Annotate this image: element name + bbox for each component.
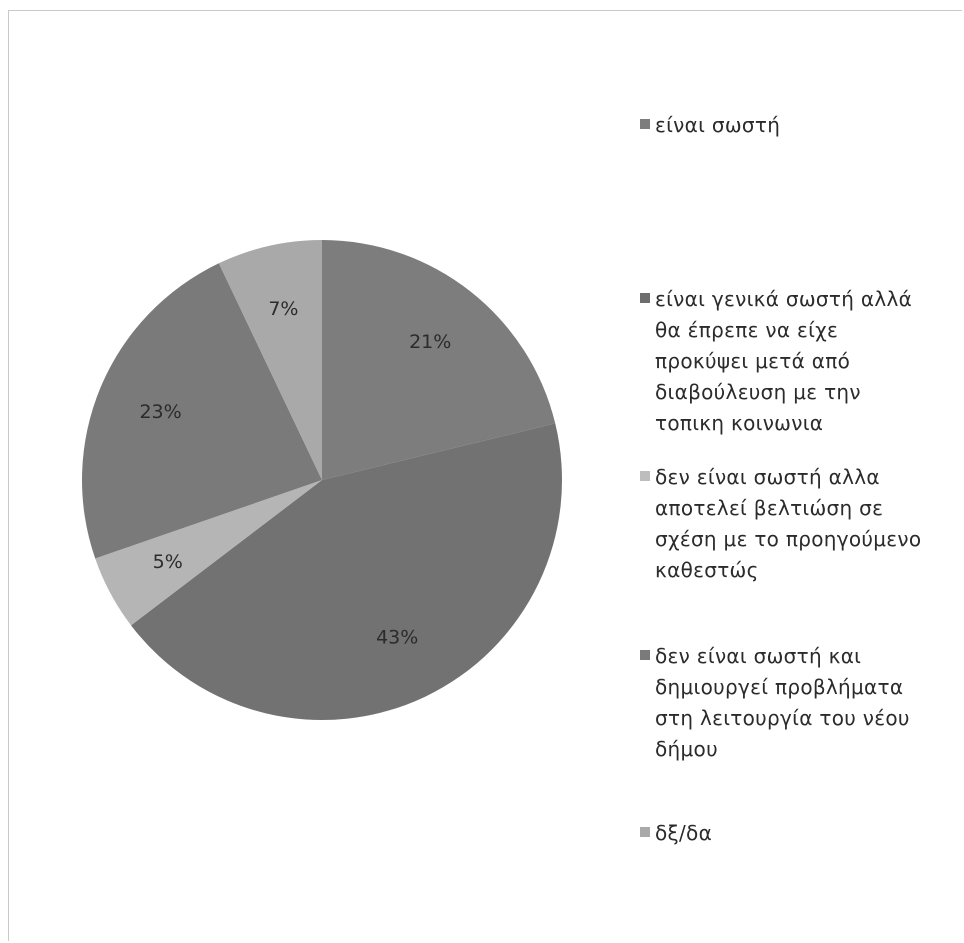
pie-slices	[81, 240, 562, 720]
legend-swatch-3	[640, 650, 650, 660]
pie-slice-labels: 21% 43% 5% 23% 7%	[139, 298, 451, 649]
legend-label-1: είναι γενικά σωστή αλλά θα έπρεπε να είχ…	[655, 287, 913, 435]
legend-label-4: δξ/δα	[655, 821, 713, 845]
pie-slice-label-4: 7%	[268, 298, 298, 320]
legend-swatch-4	[640, 827, 650, 837]
legend-item-4: δξ/δα	[640, 818, 960, 849]
legend-item-3: δεν είναι σωστή και δημιουργεί προβλήματ…	[640, 641, 960, 765]
legend-label-2: δεν είναι σωστή αλλα αποτελεί βελτιώση σ…	[655, 465, 922, 582]
legend-label-3: δεν είναι σωστή και δημιουργεί προβλήματ…	[655, 644, 910, 761]
legend-swatch-1	[640, 293, 650, 303]
pie-slice-0	[322, 240, 556, 480]
legend-item-0: είναι σωστή	[640, 110, 960, 141]
pie-slice-3	[81, 263, 322, 559]
pie-slice-label-0: 21%	[409, 331, 451, 353]
pie-slice-4	[218, 240, 322, 480]
chart-legend: είναι σωστή είναι γενικά σωστή αλλά θα έ…	[640, 0, 960, 943]
legend-label-0: είναι σωστή	[655, 113, 781, 137]
pie-slice-label-2: 5%	[153, 551, 183, 573]
legend-swatch-0	[640, 119, 650, 129]
legend-swatch-2	[640, 471, 650, 481]
legend-item-1: είναι γενικά σωστή αλλά θα έπρεπε να είχ…	[640, 284, 960, 439]
pie-slice-1	[131, 423, 562, 720]
pie-slice-2	[95, 480, 322, 626]
pie-slice-label-1: 43%	[376, 627, 418, 649]
legend-item-2: δεν είναι σωστή αλλα αποτελεί βελτιώση σ…	[640, 462, 960, 586]
pie-slice-label-3: 23%	[139, 401, 181, 423]
